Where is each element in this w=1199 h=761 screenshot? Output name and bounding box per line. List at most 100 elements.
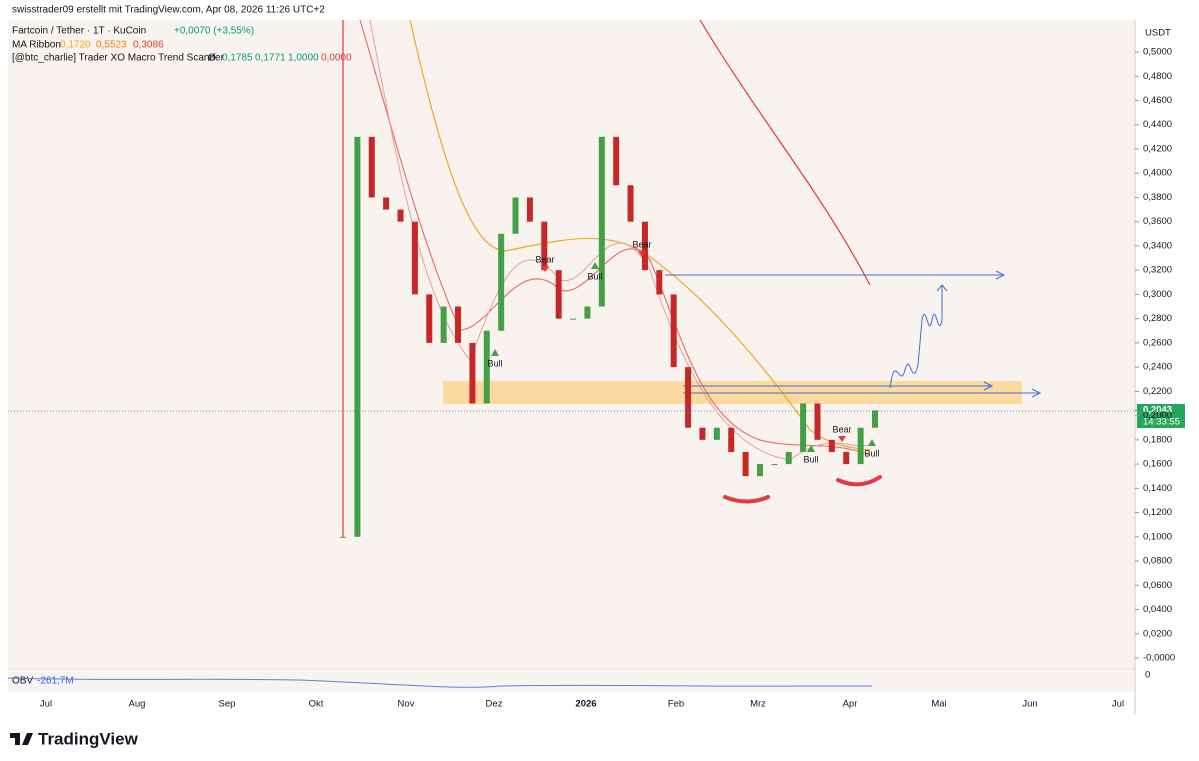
candle: [541, 221, 548, 271]
y-tick-label: 0,4800: [1143, 71, 1172, 82]
candle: [555, 270, 562, 319]
ma-value: 0,1720: [60, 40, 91, 51]
x-tick-label: Nov: [398, 699, 415, 710]
obv-pane: [8, 670, 1135, 692]
ma-long: [699, 19, 871, 286]
candle: [397, 209, 404, 222]
y-tick-label: 0,2200: [1143, 386, 1172, 397]
price-badge: [1137, 404, 1185, 428]
signal-label: Bull: [487, 358, 502, 368]
x-tick-label: Apr: [843, 699, 858, 710]
y-tick-label: 0,3400: [1143, 240, 1172, 251]
y-tick-label: 0,1200: [1143, 507, 1172, 518]
candle: [440, 306, 447, 343]
currency: USDT: [1145, 28, 1171, 39]
obv-line: [7, 677, 872, 688]
change: +0,0070 (+3,55%): [174, 26, 254, 37]
x-tick-label: Dez: [486, 699, 503, 710]
ma-short-2: [369, 19, 871, 461]
y-tick-label: 0,5000: [1143, 47, 1172, 58]
projection-path: [889, 284, 948, 389]
candle: [426, 294, 433, 343]
signal-label: Bull: [864, 448, 879, 458]
candle: [872, 410, 878, 428]
y-tick-label: 0,3200: [1143, 265, 1172, 276]
bear-marker: [838, 436, 846, 442]
x-tick-label: Sep: [219, 699, 236, 710]
candle: [613, 136, 620, 186]
y-tick-label: 0,4400: [1143, 119, 1172, 130]
candle: [785, 451, 792, 465]
moving-averages: [359, 19, 871, 461]
signal-label: Bear: [632, 239, 651, 249]
candle: [656, 270, 663, 295]
candle: [641, 221, 648, 271]
obv-name: OBV: [12, 676, 33, 687]
y-tick-label: 0,0200: [1143, 628, 1172, 639]
candle: [340, 536, 346, 538]
y-tick-label: 0,1600: [1143, 459, 1172, 470]
bull-marker: [491, 349, 499, 356]
scanner-value: 0,1785: [222, 53, 253, 64]
candle: [670, 294, 677, 368]
y-tick-label: 0,0600: [1143, 580, 1172, 591]
candle: [728, 427, 735, 452]
x-tick-label: Feb: [668, 699, 684, 710]
y-tick-label: 0,0400: [1143, 604, 1172, 615]
author: swisstrader09 erstellt mit TradingView.c…: [12, 5, 325, 16]
brand-logo: [10, 733, 33, 745]
x-tick-label: Aug: [129, 699, 146, 710]
y-tick-label: -0,0000: [1143, 653, 1175, 664]
countdown: 14:33:55: [1143, 417, 1180, 428]
y-tick-label: 0,1800: [1143, 434, 1172, 445]
candle: [570, 318, 577, 320]
y-tick-label: 0,3800: [1143, 192, 1172, 203]
y-tick-label: 0,1400: [1143, 483, 1172, 494]
x-tick-label: Jul: [40, 699, 52, 710]
projection: [665, 270, 1042, 398]
y-tick-label: 0,3600: [1143, 216, 1172, 227]
ma-value: 0,3086: [133, 40, 164, 51]
scanner-value: 0,1771: [255, 53, 286, 64]
candle: [828, 439, 835, 452]
scanner-value: 1,0000: [288, 53, 319, 64]
y-tick-label: 0,4600: [1143, 95, 1172, 106]
y-tick-label: 0,2400: [1143, 362, 1172, 373]
y-tick-label: 0,2600: [1143, 337, 1172, 348]
scanner-value: 0,0000: [321, 53, 352, 64]
candle: [584, 306, 591, 319]
candle: [843, 451, 850, 465]
x-tick-label: Jul: [1112, 699, 1124, 710]
ma-name: MA Ribbon: [12, 40, 61, 51]
scanner-symbol: Ø: [208, 53, 216, 64]
y-tick-label: 0,2000: [1143, 410, 1172, 421]
candle: [857, 427, 864, 465]
candle: [627, 185, 634, 222]
candle: [800, 403, 807, 452]
zone-line: [683, 381, 994, 391]
candle: [756, 464, 763, 477]
bull-marker: [807, 445, 815, 452]
y-tick-label: 0,3000: [1143, 289, 1172, 300]
candle: [685, 367, 692, 428]
candle: [713, 427, 720, 440]
x-tick-label: Mrz: [750, 699, 766, 710]
y-tick-label: 0,2800: [1143, 313, 1172, 324]
candle: [368, 136, 375, 198]
signal-label: Bull: [587, 271, 602, 281]
candle: [354, 136, 361, 537]
bull-marker: [868, 439, 876, 446]
x-tick-label: Mai: [931, 699, 946, 710]
candle: [742, 451, 749, 477]
bear-marker: [638, 251, 646, 257]
x-tick-label: Okt: [309, 699, 324, 710]
candle: [383, 197, 390, 210]
target-line: [665, 270, 1006, 280]
bottom-marker: [723, 495, 770, 504]
y-tick-label: 0,4000: [1143, 168, 1172, 179]
candle: [411, 221, 418, 295]
y-tick-label: 0,1000: [1143, 531, 1172, 542]
obv-value: -261,7M: [37, 676, 74, 687]
